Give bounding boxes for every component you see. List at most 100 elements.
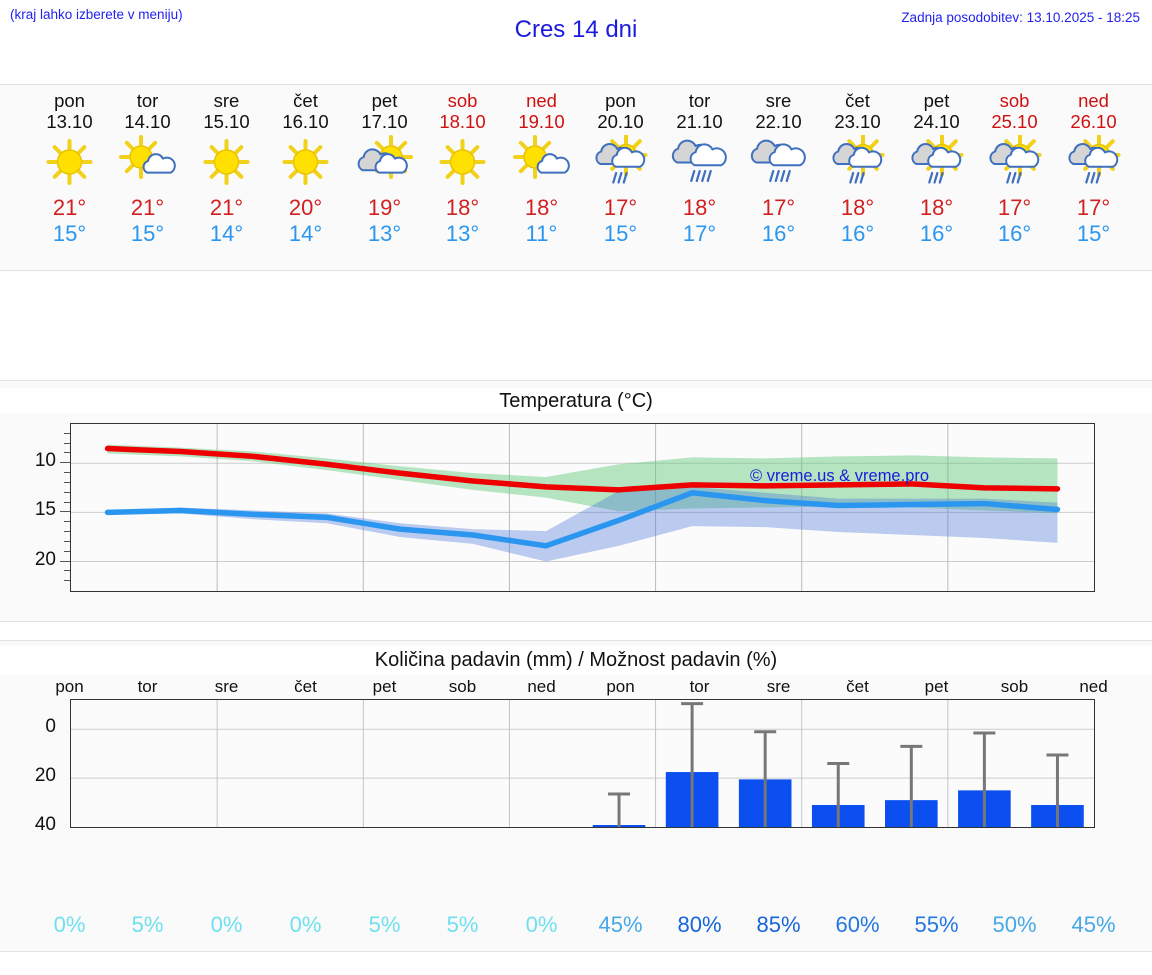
day-date: 25.10 — [991, 111, 1038, 132]
temperature-axis-tick — [60, 511, 70, 513]
temperature-axis-tick — [64, 550, 70, 552]
precipitation-day-label-8: tor — [689, 677, 710, 696]
temperature-axis-tick — [64, 580, 70, 582]
cloud-rain-icon — [660, 135, 739, 191]
forecast-day-7[interactable]: pon 20.10 17° 15° — [581, 85, 660, 270]
sun-cloud-rain-icon — [818, 135, 897, 191]
forecast-day-9[interactable]: sre 22.10 17° 16° — [739, 85, 818, 270]
sun-icon — [423, 135, 502, 191]
day-date: 21.10 — [676, 111, 723, 132]
sun-cloud-icon — [108, 135, 187, 191]
day-date: 16.10 — [282, 111, 329, 132]
page-title: Cres 14 dni — [514, 16, 638, 43]
sun-cloud-icon — [502, 135, 581, 191]
day-temp-max: 21° — [209, 195, 244, 220]
precipitation-probability-12: 50% — [992, 912, 1037, 937]
temperature-axis-tick — [64, 452, 70, 454]
forecast-day-5[interactable]: sob 18.10 18° 13° — [423, 85, 502, 270]
temperature-axis-tick — [64, 432, 70, 434]
day-temp-max: 18° — [840, 195, 875, 220]
precipitation-plot-area — [70, 699, 1095, 828]
day-temp-min: 15° — [1076, 221, 1111, 246]
day-temp-min: 16° — [997, 221, 1032, 246]
forecast-day-11[interactable]: pet 24.10 18° 16° — [897, 85, 976, 270]
day-date: 22.10 — [755, 111, 802, 132]
day-of-week: sob — [447, 90, 478, 111]
forecast-day-3[interactable]: čet 16.10 20° 14° — [266, 85, 345, 270]
day-temp-max: 19° — [367, 195, 402, 220]
precipitation-y-tick-40: 0 — [45, 716, 56, 738]
precipitation-day-label-2: sre — [214, 677, 239, 696]
day-temp-min: 15° — [130, 221, 165, 246]
forecast-day-1[interactable]: tor 14.10 21° 15° — [108, 85, 187, 270]
page-header: (kraj lahko izberete v meniju) Cres 14 d… — [0, 0, 1152, 62]
forecast-day-strip: pon 13.10 21° 15° tor 14.10 21° 15° sre 15.10 21° 1… — [0, 84, 1152, 271]
day-temp-max: 18° — [682, 195, 717, 220]
day-of-week: sre — [213, 90, 240, 111]
day-of-week: tor — [136, 90, 159, 111]
temperature-y-tick-10: 20 — [34, 548, 56, 570]
day-of-week: pet — [923, 90, 950, 111]
day-temp-min: 14° — [209, 221, 244, 246]
day-of-week: sob — [999, 90, 1030, 111]
precipitation-probability-10: 60% — [835, 912, 880, 937]
precipitation-probability-3: 0% — [289, 912, 322, 937]
day-temp-max: 20° — [288, 195, 323, 220]
temperature-axis-tick — [60, 560, 70, 562]
precipitation-day-label-4: pet — [372, 677, 397, 696]
precipitation-probability-11: 55% — [914, 912, 959, 937]
precipitation-day-label-11: pet — [924, 677, 949, 696]
day-date: 23.10 — [834, 111, 881, 132]
precipitation-day-label-6: ned — [527, 677, 556, 696]
precipitation-day-label-5: sob — [448, 677, 477, 696]
sun-cloud-rain-icon — [581, 135, 660, 191]
sun-icon — [266, 135, 345, 191]
sun-icon — [30, 135, 109, 191]
temperature-axis-tick — [64, 540, 70, 542]
precipitation-chart-title: Količina padavin (mm) / Možnost padavin … — [0, 646, 1152, 674]
forecast-day-8[interactable]: tor 21.10 18° 17° — [660, 85, 739, 270]
day-temp-max: 21° — [52, 195, 87, 220]
temperature-axis-tick — [64, 501, 70, 503]
day-temp-min: 14° — [288, 221, 323, 246]
day-temp-max: 21° — [130, 195, 165, 220]
day-of-week: čet — [293, 90, 318, 111]
temperature-axis-tick — [64, 481, 70, 483]
forecast-day-6[interactable]: ned 19.10 18° 11° — [502, 85, 581, 270]
day-temp-max: 17° — [603, 195, 638, 220]
precipitation-probability-8: 80% — [677, 912, 722, 937]
day-temp-min: 16° — [840, 221, 875, 246]
forecast-day-10[interactable]: čet 23.10 18° 16° — [818, 85, 897, 270]
temperature-panel: Temperatura (°C) © vreme.us & vreme.pro … — [0, 380, 1152, 622]
precipitation-probability-2: 0% — [210, 912, 243, 937]
forecast-day-12[interactable]: sob 25.10 17° 16° — [975, 85, 1054, 270]
temperature-y-tick-15: 15 — [34, 499, 56, 521]
precipitation-probability-1: 5% — [131, 912, 164, 937]
temperature-axis-tick — [64, 472, 70, 474]
forecast-day-13[interactable]: ned 26.10 17° 15° — [1054, 85, 1133, 270]
forecast-day-2[interactable]: sre 15.10 21° 14° — [187, 85, 266, 270]
day-of-week: pon — [605, 90, 636, 111]
temperature-y-tick-20: 10 — [34, 450, 56, 472]
day-of-week: tor — [688, 90, 711, 111]
forecast-day-4[interactable]: pet 17.10 19° 13° — [345, 85, 424, 270]
forecast-day-0[interactable]: pon 13.10 21° 15° — [30, 85, 109, 270]
day-of-week: ned — [526, 90, 557, 111]
precipitation-day-label-1: tor — [137, 677, 158, 696]
precipitation-day-label-0: pon — [55, 677, 84, 696]
precipitation-day-label-12: sob — [1000, 677, 1029, 696]
day-temp-min: 15° — [603, 221, 638, 246]
precipitation-day-label-3: čet — [294, 677, 317, 696]
day-temp-max: 17° — [1076, 195, 1111, 220]
cloud-rain-icon — [739, 135, 818, 191]
menu-hint: (kraj lahko izberete v meniju) — [10, 7, 183, 22]
day-date: 13.10 — [46, 111, 93, 132]
day-date: 18.10 — [439, 111, 486, 132]
precipitation-probability-6: 0% — [525, 912, 558, 937]
precipitation-day-label-7: pon — [606, 677, 635, 696]
day-date: 24.10 — [913, 111, 960, 132]
precipitation-probability-5: 5% — [446, 912, 479, 937]
day-date: 20.10 — [597, 111, 644, 132]
day-of-week: sre — [765, 90, 792, 111]
day-of-week: ned — [1078, 90, 1109, 111]
